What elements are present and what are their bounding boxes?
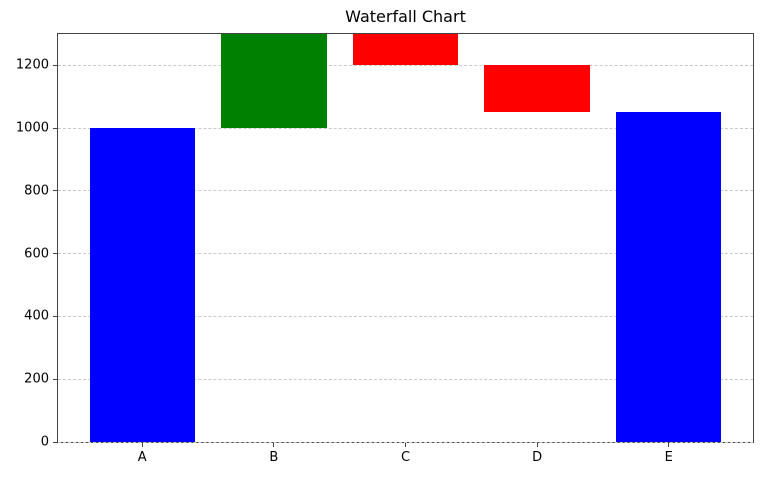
gridline-y-1000 xyxy=(58,127,753,129)
xtick-label-D: D xyxy=(532,450,543,465)
ytick-label-1200: 1200 xyxy=(15,57,49,73)
bar-D xyxy=(484,65,590,113)
ytick-mark-800 xyxy=(53,190,57,192)
plot-area xyxy=(57,33,754,443)
ytick-mark-600 xyxy=(53,253,57,255)
xtick-mark-B xyxy=(273,443,275,447)
ytick-mark-1000 xyxy=(53,127,57,129)
xtick-mark-C xyxy=(405,443,406,447)
chart-title: Waterfall Chart xyxy=(345,7,466,26)
xtick-label-C: C xyxy=(400,450,411,465)
ytick-label-400: 400 xyxy=(24,308,49,324)
ytick-label-800: 800 xyxy=(24,183,49,199)
ytick-mark-0 xyxy=(53,441,57,443)
xtick-mark-E xyxy=(668,443,670,447)
ytick-mark-400 xyxy=(53,315,57,317)
gridline-y-1200 xyxy=(58,64,753,66)
xtick-mark-A xyxy=(141,443,143,447)
xtick-label-A: A xyxy=(137,450,147,465)
bar-A xyxy=(89,128,195,442)
ytick-label-200: 200 xyxy=(24,371,49,387)
bar-E xyxy=(616,112,722,442)
gridline-y-200 xyxy=(58,378,753,380)
ytick-label-0: 0 xyxy=(40,434,49,450)
ytick-mark-1200 xyxy=(53,64,57,66)
ytick-mark-200 xyxy=(53,378,57,380)
gridline-y-800 xyxy=(58,190,753,192)
xtick-label-B: B xyxy=(269,450,279,465)
bar-C xyxy=(352,34,459,66)
ytick-label-600: 600 xyxy=(24,246,49,262)
gridline-y-400 xyxy=(58,315,753,317)
xtick-label-E: E xyxy=(664,450,673,465)
ytick-label-1000: 1000 xyxy=(15,120,49,136)
gridline-y-0 xyxy=(58,441,753,443)
xtick-mark-D xyxy=(536,443,538,447)
bar-B xyxy=(221,34,327,129)
gridline-y-600 xyxy=(58,253,753,255)
